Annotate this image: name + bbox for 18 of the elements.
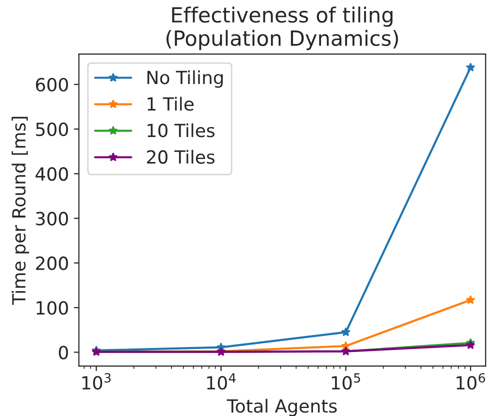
- x-tick-label: 10$^{4}$: [207, 373, 236, 390]
- y-tick-label: 500: [36, 122, 68, 136]
- x-tick-label: 10$^{6}$: [456, 373, 486, 390]
- y-tick-label: 100: [36, 301, 68, 315]
- x-axis-title: Total Agents: [226, 398, 337, 416]
- legend-label: 20 Tiles: [147, 150, 215, 164]
- y-tick-label: 300: [36, 212, 68, 226]
- y-tick-label: 600: [36, 78, 68, 92]
- y-tick-label: 200: [36, 256, 68, 270]
- y-tick-label: 0: [58, 346, 68, 360]
- x-tick-label: 10$^{3}$: [82, 373, 111, 390]
- x-tick-label: 10$^{5}$: [332, 373, 360, 390]
- legend-label: 10 Tiles: [148, 123, 215, 138]
- y-axis-title: Time per Round [ms]: [12, 116, 30, 305]
- legend-label: No Tiling: [147, 70, 223, 88]
- legend-label: 1 Tile: [148, 96, 194, 111]
- y-tick-label: 400: [36, 167, 68, 181]
- chart-title: Effectiveness of tiling (Population Dynamics): [166, 6, 398, 50]
